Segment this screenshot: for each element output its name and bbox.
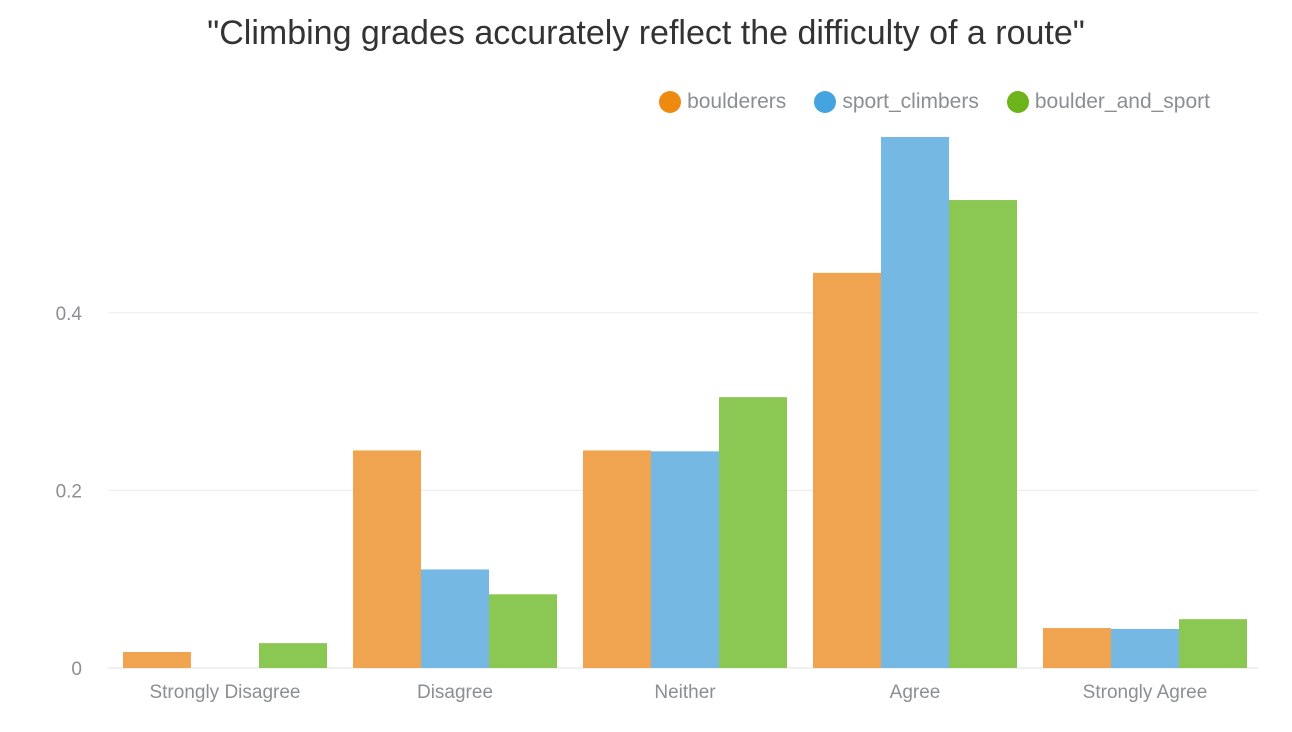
bar-boulder_and_sport-3 [949, 200, 1017, 669]
x-tick-label: Disagree [417, 682, 493, 703]
legend-item-boulder_and_sport: boulder_and_sport [1006, 90, 1210, 114]
legend-item-sport_climbers: sport_climbers [814, 90, 979, 114]
legend-swatch-icon [814, 91, 837, 113]
bar-sport_climbers-4 [1111, 628, 1179, 668]
chart-title: "Climbing grades accurately reflect the … [207, 14, 1085, 52]
legend-item-boulderers: boulderers [659, 90, 786, 114]
y-tick-label: 0.2 [56, 481, 82, 502]
x-tick-label: Neither [654, 682, 716, 703]
legend-swatch-icon [659, 91, 682, 113]
x-tick-label: Agree [890, 682, 941, 703]
bar-sport_climbers-3 [881, 136, 949, 668]
bar-boulderers-0 [123, 652, 191, 668]
bar-boulderers-2 [583, 450, 651, 668]
bar-boulder_and_sport-2 [719, 397, 787, 668]
bar-boulderers-4 [1043, 628, 1111, 668]
y-tick-label: 0 [71, 659, 82, 680]
bar-boulder_and_sport-4 [1179, 619, 1247, 668]
bar-sport_climbers-2 [651, 451, 719, 668]
bar-sport_climbers-1 [421, 569, 489, 668]
bar-boulder_and_sport-1 [489, 594, 557, 668]
bar-boulderers-3 [813, 272, 881, 668]
legend-label: sport_climbers [842, 90, 979, 113]
legend: boulderers sport_climbers boulder_and_spor… [659, 90, 1210, 114]
legend-swatch-icon [1006, 91, 1029, 113]
legend-label: boulderers [687, 90, 787, 113]
bar-boulder_and_sport-0 [259, 643, 327, 668]
x-tick-label: Strongly Disagree [149, 682, 300, 703]
y-tick-label: 0.4 [56, 304, 83, 325]
x-tick-label: Strongly Agree [1083, 682, 1208, 703]
legend-label: boulder_and_sport [1034, 90, 1210, 113]
bar-boulderers-1 [353, 450, 421, 668]
